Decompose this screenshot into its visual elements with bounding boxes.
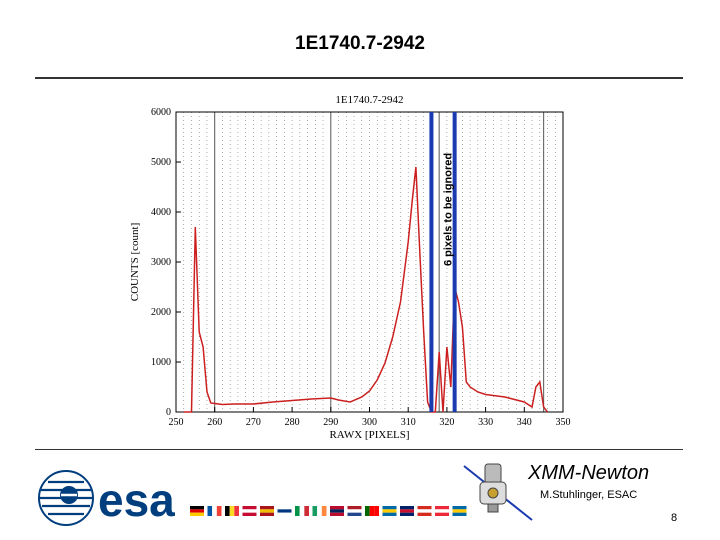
title-divider bbox=[35, 77, 683, 79]
y-tick-label: 1000 bbox=[151, 357, 171, 368]
flag-es-icon bbox=[260, 506, 274, 516]
x-tick-label: 290 bbox=[323, 417, 338, 428]
flag-ch-icon bbox=[417, 506, 432, 516]
member-flags bbox=[190, 506, 467, 516]
y-tick-label: 0 bbox=[166, 407, 171, 418]
x-axis-ticks: 250 260 270 280 290 300 310 320 330 340 350 bbox=[169, 407, 571, 428]
y-tick-label: 5000 bbox=[151, 157, 171, 168]
x-tick-label: 270 bbox=[246, 417, 261, 428]
esa-logo: esa bbox=[38, 470, 175, 526]
flag-fi-icon bbox=[277, 506, 292, 516]
x-tick-label: 330 bbox=[478, 417, 493, 428]
flag-fr-icon bbox=[207, 506, 222, 516]
esa-globe-icon bbox=[38, 470, 94, 526]
flag-ie-icon bbox=[312, 506, 327, 516]
x-tick-label: 260 bbox=[207, 417, 222, 428]
flag-at-icon bbox=[435, 506, 449, 516]
x-tick-label: 310 bbox=[401, 417, 416, 428]
flag-pt-icon bbox=[365, 506, 379, 516]
flag-se-icon bbox=[452, 506, 467, 516]
flag-gb-icon bbox=[400, 506, 414, 516]
flag-dk-icon bbox=[242, 506, 257, 516]
x-tick-label: 250 bbox=[169, 417, 184, 428]
flag-be-icon bbox=[225, 506, 239, 516]
xmm-satellite-icon bbox=[463, 463, 533, 521]
y-axis-label: COUNTS [count] bbox=[130, 223, 141, 302]
page-number: 8 bbox=[671, 512, 678, 524]
chart-grid bbox=[183, 112, 556, 412]
x-tick-label: 300 bbox=[362, 417, 377, 428]
author-credit: M.Stuhlinger, ESAC bbox=[540, 489, 638, 501]
mission-name: XMM-Newton bbox=[528, 462, 650, 484]
x-axis-label: RAWX [PIXELS] bbox=[329, 429, 409, 441]
flag-it-icon bbox=[295, 506, 309, 516]
chart-title: 1E1740.7-2942 bbox=[335, 94, 403, 106]
flag-nl-icon bbox=[347, 506, 362, 516]
footer-divider bbox=[35, 449, 683, 450]
y-tick-label: 2000 bbox=[151, 307, 171, 318]
y-tick-label: 4000 bbox=[151, 207, 171, 218]
flag-se-icon bbox=[382, 506, 397, 516]
y-axis-ticks: 0 1000 2000 3000 4000 5000 6000 bbox=[151, 107, 181, 418]
slide-title: 1E1740.7-2942 bbox=[295, 33, 425, 54]
chart-vertical-lines bbox=[214, 112, 545, 412]
x-tick-label: 350 bbox=[556, 417, 571, 428]
flag-no-icon bbox=[330, 506, 344, 516]
counts-chart: 1E1740.7-2942 250 260 270 280 290 300 310 320 33… bbox=[130, 94, 571, 441]
x-tick-label: 340 bbox=[517, 417, 532, 428]
ignored-pixels-marker bbox=[429, 112, 457, 412]
series-line bbox=[183, 166, 549, 413]
y-tick-label: 3000 bbox=[151, 257, 171, 268]
x-tick-label: 280 bbox=[285, 417, 300, 428]
esa-wordmark: esa bbox=[98, 474, 175, 526]
y-tick-label: 6000 bbox=[151, 107, 171, 118]
x-tick-label: 320 bbox=[439, 417, 454, 428]
ignored-pixels-annotation: 6 pixels to be ignored bbox=[442, 153, 454, 266]
flag-de-icon bbox=[190, 506, 204, 516]
